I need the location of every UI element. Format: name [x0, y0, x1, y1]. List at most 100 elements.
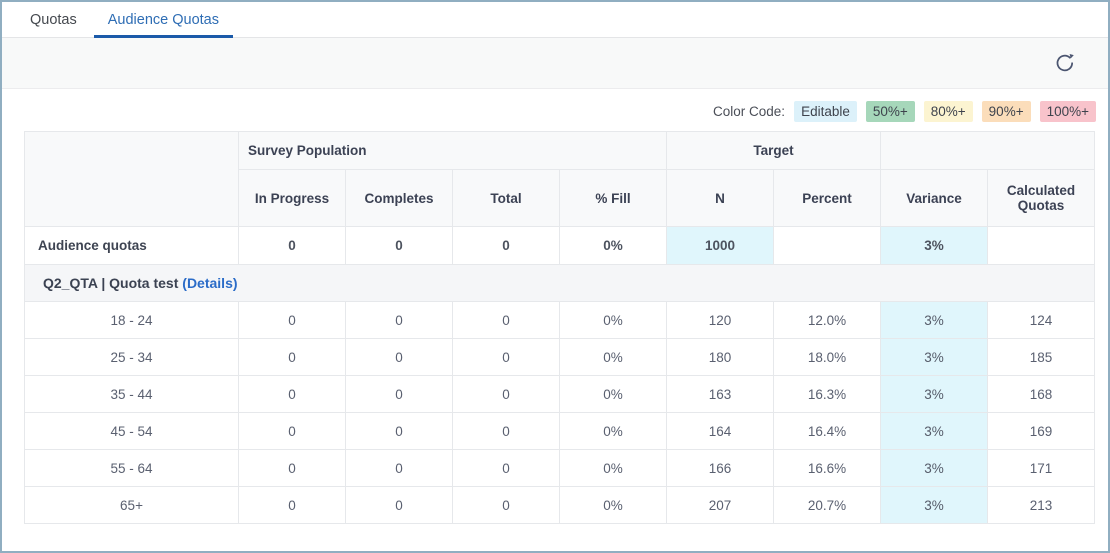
col-header-in-progress: In Progress [238, 169, 346, 227]
cell-target-n: 164 [666, 412, 775, 450]
cell-in-progress: 0 [238, 338, 346, 376]
cell-target-n-editable[interactable]: 1000 [666, 226, 775, 265]
cell-variance-editable[interactable]: 3% [880, 449, 989, 487]
cell-target-n: 120 [666, 301, 775, 339]
cell-fill: 0% [558, 301, 668, 339]
table-row-65plus: 65+ 0 0 0 0% 207 20.7% 3% 213 [24, 486, 1096, 524]
cell-calculated-quotas: 168 [987, 375, 1096, 413]
legend-label: Color Code: [713, 104, 786, 119]
section-cell: Q2_QTA | Quota test (Details) [23, 264, 1096, 302]
row-label: 45 - 54 [24, 412, 239, 450]
cell-fill: 0% [558, 412, 668, 450]
table-row-25-34: 25 - 34 0 0 0 0% 180 18.0% 3% 185 [24, 338, 1096, 376]
cell-in-progress: 0 [238, 449, 346, 487]
cell-completes: 0 [345, 338, 453, 376]
row-label: 18 - 24 [24, 301, 239, 339]
cell-completes: 0 [345, 486, 453, 524]
legend-chip-80: 80%+ [923, 101, 973, 122]
header-columns-row: In Progress Completes Total % Fill N Per… [25, 169, 1096, 227]
cell-total: 0 [452, 375, 560, 413]
color-code-legend: Color Code: Editable 50%+ 80%+ 90%+ 100%… [24, 101, 1096, 122]
cell-calculated-quotas [987, 226, 1096, 265]
cell-calculated-quotas: 171 [987, 449, 1096, 487]
cell-target-n: 166 [666, 449, 775, 487]
cell-in-progress: 0 [238, 486, 346, 524]
cell-percent: 12.0% [773, 301, 882, 339]
cell-target-n: 207 [666, 486, 775, 524]
cell-target-n: 180 [666, 338, 775, 376]
tab-quotas[interactable]: Quotas [30, 11, 77, 28]
quotas-table: Survey Population Target In Progress Com… [23, 131, 1096, 524]
cell-fill: 0% [558, 449, 668, 487]
cell-variance-editable[interactable]: 3% [880, 338, 989, 376]
cell-fill: 0% [558, 338, 668, 376]
corner-header-cell [24, 131, 239, 227]
cell-percent: 16.3% [773, 375, 882, 413]
cell-total: 0 [452, 338, 560, 376]
row-label: 35 - 44 [24, 375, 239, 413]
group-target: Target [666, 131, 882, 170]
cell-calculated-quotas: 213 [987, 486, 1096, 524]
cell-percent: 16.4% [773, 412, 882, 450]
cell-total: 0 [452, 486, 560, 524]
cell-target-n: 163 [666, 375, 775, 413]
col-header-variance: Variance [880, 169, 989, 227]
toolbar [2, 38, 1108, 89]
tab-audience-quotas[interactable]: Audience Quotas [93, 2, 234, 38]
legend-chip-50: 50%+ [865, 101, 915, 122]
cell-calculated-quotas: 124 [987, 301, 1096, 339]
legend-chip-editable: Editable [794, 101, 857, 122]
cell-calculated-quotas: 169 [987, 412, 1096, 450]
summary-row-audience-quotas: Audience quotas 0 0 0 0% 1000 3% [24, 226, 1096, 265]
cell-variance-editable[interactable]: 3% [880, 375, 989, 413]
cell-completes: 0 [345, 301, 453, 339]
cell-total: 0 [452, 301, 560, 339]
cell-completes: 0 [345, 412, 453, 450]
details-link[interactable]: (Details) [182, 275, 238, 291]
row-label: 65+ [24, 486, 239, 524]
cell-total: 0 [452, 449, 560, 487]
cell-total: 0 [452, 226, 560, 265]
col-header-percent: Percent [773, 169, 882, 227]
col-header-total: Total [452, 169, 560, 227]
table-row-18-24: 18 - 24 0 0 0 0% 120 12.0% 3% 124 [24, 301, 1096, 339]
cell-fill: 0% [558, 486, 668, 524]
cell-total: 0 [452, 412, 560, 450]
cell-calculated-quotas: 185 [987, 338, 1096, 376]
cell-percent: 16.6% [773, 449, 882, 487]
table-row-45-54: 45 - 54 0 0 0 0% 164 16.4% 3% 169 [24, 412, 1096, 450]
group-survey-population: Survey Population [237, 131, 668, 170]
cell-completes: 0 [345, 226, 453, 265]
row-label: 25 - 34 [24, 338, 239, 376]
cell-fill: 0% [558, 375, 668, 413]
col-header-fill: % Fill [558, 169, 668, 227]
cell-fill: 0% [558, 226, 668, 265]
group-variance-calculated [880, 131, 1096, 170]
cell-in-progress: 0 [238, 226, 346, 265]
section-row-q2-qta: Q2_QTA | Quota test (Details) [23, 264, 1096, 302]
table-row-55-64: 55 - 64 0 0 0 0% 166 16.6% 3% 171 [24, 449, 1096, 487]
legend-chip-90: 90%+ [981, 101, 1031, 122]
col-header-n: N [666, 169, 775, 227]
summary-row-label: Audience quotas [24, 226, 239, 265]
cell-variance-editable[interactable]: 3% [880, 412, 989, 450]
tab-bar: Quotas Audience Quotas [2, 2, 1108, 38]
cell-variance-editable[interactable]: 3% [880, 301, 989, 339]
row-label: 55 - 64 [24, 449, 239, 487]
cell-percent [773, 226, 882, 265]
col-header-completes: Completes [345, 169, 453, 227]
refresh-icon [1054, 52, 1076, 74]
cell-in-progress: 0 [238, 412, 346, 450]
cell-variance-editable[interactable]: 3% [880, 486, 989, 524]
cell-variance-editable[interactable]: 3% [880, 226, 989, 265]
table-row-35-44: 35 - 44 0 0 0 0% 163 16.3% 3% 168 [24, 375, 1096, 413]
cell-in-progress: 0 [238, 301, 346, 339]
content-area: Color Code: Editable 50%+ 80%+ 90%+ 100%… [2, 89, 1108, 524]
refresh-button[interactable] [1050, 48, 1080, 78]
cell-percent: 20.7% [773, 486, 882, 524]
legend-chip-100: 100%+ [1039, 101, 1096, 122]
cell-completes: 0 [345, 375, 453, 413]
header-group-row: Survey Population Target [24, 131, 1096, 227]
cell-percent: 18.0% [773, 338, 882, 376]
